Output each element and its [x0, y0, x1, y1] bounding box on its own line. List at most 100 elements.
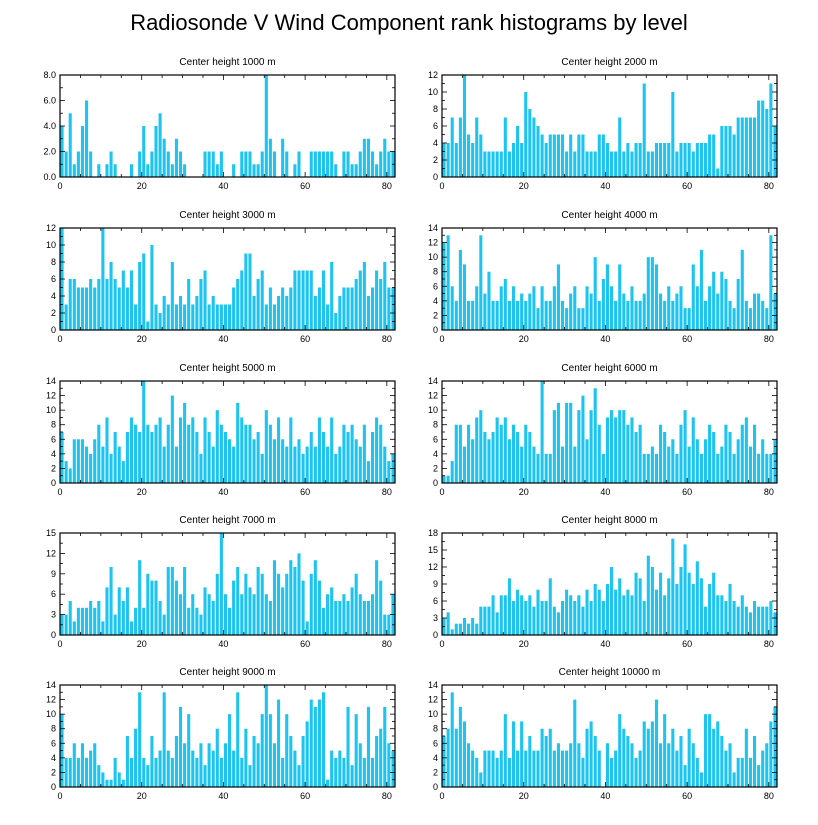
histogram-bar	[589, 151, 593, 177]
histogram-bar	[129, 757, 134, 787]
histogram-bar	[659, 424, 663, 483]
histogram-bar	[219, 424, 223, 483]
histogram-bar	[699, 249, 703, 330]
histogram-bar	[462, 264, 467, 330]
histogram-bar	[117, 772, 121, 787]
histogram-bar	[487, 606, 491, 635]
histogram-bar	[113, 432, 117, 483]
histogram-bar	[495, 757, 499, 787]
histogram-bar	[663, 300, 667, 330]
histogram-bar	[268, 424, 272, 483]
histogram-bar	[597, 300, 601, 330]
histogram-bar	[536, 126, 540, 177]
histogram-bar	[499, 424, 503, 483]
histogram-bar	[105, 779, 109, 787]
histogram-bar	[458, 117, 462, 177]
histogram-bar	[487, 271, 491, 330]
histogram-bar	[569, 595, 573, 635]
x-tick-label: 0	[57, 334, 62, 344]
histogram-svg: 0 20 40 60 80 0 2 4 6 8 10 12	[46, 223, 396, 344]
histogram-bar	[326, 151, 330, 177]
x-tick-label: 60	[300, 791, 310, 801]
histogram-bar	[289, 287, 293, 330]
histogram-bar	[215, 728, 219, 787]
histogram-bar	[105, 164, 109, 177]
histogram-bar	[174, 304, 178, 330]
histogram-bar	[195, 607, 199, 635]
histogram-bar	[528, 109, 532, 177]
histogram-bar	[138, 151, 142, 177]
x-tick-label: 60	[300, 487, 310, 497]
histogram-bar	[346, 601, 350, 635]
histogram-bar	[219, 533, 223, 635]
histogram-bar	[125, 287, 129, 330]
histogram-bar	[236, 402, 240, 483]
histogram-bar	[667, 578, 671, 635]
histogram-bar	[569, 293, 573, 330]
histogram-bar	[375, 417, 379, 483]
x-tick-label: 40	[600, 487, 610, 497]
histogram-bar	[683, 308, 687, 330]
histogram-bar	[334, 453, 338, 483]
histogram-bar	[375, 164, 379, 177]
histogram-bar	[387, 461, 391, 483]
y-tick-label: 14	[428, 376, 438, 386]
histogram-bar	[663, 595, 667, 635]
histogram-bar	[528, 432, 532, 483]
histogram-svg: 0 20 40 60 80 0 3 6 9 12 15 18	[428, 528, 778, 649]
histogram-bar	[450, 692, 454, 787]
histogram-bar	[142, 607, 146, 635]
histogram-bar	[503, 279, 507, 330]
histogram-bar	[446, 612, 450, 635]
histogram-bar	[203, 151, 207, 177]
histogram-bar	[309, 432, 313, 483]
histogram-bar	[654, 453, 659, 483]
histogram-bar	[732, 453, 736, 483]
histogram-bar	[281, 757, 285, 787]
histogram-bar	[281, 138, 285, 177]
histogram-bar	[520, 595, 524, 635]
histogram-bar	[150, 580, 154, 635]
histogram-bar	[240, 594, 244, 635]
histogram-bar	[195, 757, 199, 787]
histogram-bar	[170, 757, 174, 787]
histogram-bar	[134, 607, 138, 635]
histogram-bar	[593, 736, 597, 787]
y-tick-label: 0.0	[43, 172, 56, 182]
histogram-bar	[744, 606, 748, 635]
histogram-bar	[565, 750, 569, 787]
histogram-bar	[626, 424, 630, 483]
histogram-bar	[232, 164, 236, 177]
histogram-bar	[532, 750, 536, 787]
histogram-bar	[520, 721, 524, 787]
histogram-bar	[285, 151, 289, 177]
histogram-bar	[379, 728, 383, 787]
histogram-bar	[712, 271, 716, 330]
histogram-bar	[89, 453, 93, 483]
histogram-bar	[732, 134, 736, 177]
histogram-bar	[97, 424, 101, 483]
x-tick-label: 40	[218, 639, 228, 649]
histogram-bar	[650, 257, 654, 330]
histogram-svg: 0 20 40 60 80 0 2 4 6 8 10 12 14	[428, 376, 778, 497]
histogram-bar	[605, 584, 609, 635]
histogram-bar	[113, 164, 117, 177]
histogram-bar	[708, 424, 712, 483]
histogram-bar	[703, 300, 708, 330]
histogram-bar	[89, 601, 93, 635]
histogram-bar	[675, 584, 679, 635]
histogram-bar	[769, 83, 773, 177]
histogram-bar	[569, 402, 573, 483]
histogram-bar	[761, 100, 765, 177]
histogram-bar	[285, 573, 289, 635]
histogram-bar	[68, 601, 72, 635]
histogram-bar	[178, 706, 183, 787]
chart-panel-9: Center height 9000 m 0 20 40 60 80 0 2 4 6 8 10 12 14	[46, 667, 440, 825]
histogram-bar	[89, 151, 93, 177]
histogram-bar	[532, 286, 536, 330]
histogram-bar	[76, 151, 80, 177]
histogram-bar	[366, 601, 370, 635]
x-tick-label: 80	[382, 334, 392, 344]
histogram-bar	[748, 612, 752, 635]
histogram-bar	[630, 743, 634, 787]
